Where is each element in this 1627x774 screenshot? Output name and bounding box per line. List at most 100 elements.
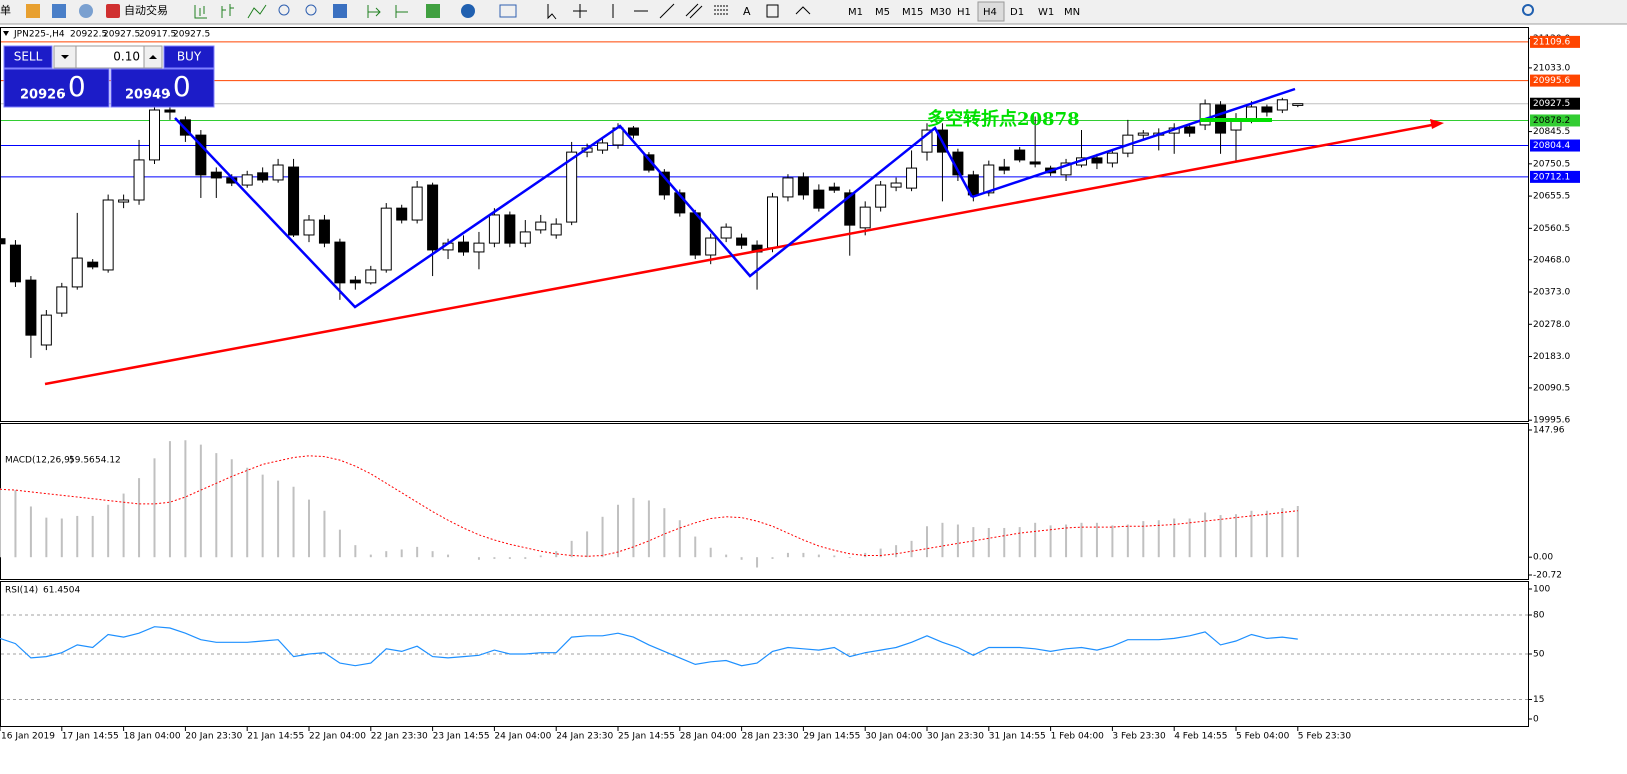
timeframe-button[interactable]: H1: [957, 7, 971, 18]
candle-body: [71, 257, 83, 288]
zoom-out[interactable]: [305, 4, 317, 16]
candle-body: [1091, 157, 1103, 164]
icon[interactable]: [367, 5, 381, 18]
x-tick-label: 25 Jan 14:55: [618, 732, 675, 742]
x-tick-label: 18 Jan 04:00: [124, 732, 181, 742]
macd-signal-value: 54.12: [95, 456, 121, 466]
icon[interactable]: [26, 4, 40, 18]
ask-fraction[interactable]: .0: [164, 70, 191, 103]
bid-price[interactable]: 20926: [20, 88, 65, 103]
icon[interactable]: [426, 4, 440, 18]
candle-body: [844, 192, 856, 226]
ask-box[interactable]: [110, 68, 215, 108]
candle-body: [566, 151, 578, 223]
icon[interactable]: [461, 4, 475, 18]
ask-price[interactable]: 20949: [125, 88, 170, 103]
candle-body: [1014, 149, 1026, 161]
current-price-label-bg: [1530, 97, 1580, 110]
symbol-title: JPN225-,H4: [13, 30, 65, 40]
main-panel: [0, 27, 1529, 422]
x-tick-label: 16 Jan 2019: [1, 732, 55, 742]
x-tick-label: 31 Jan 14:55: [989, 732, 1046, 742]
icon[interactable]: [333, 4, 347, 18]
candle-body: [288, 166, 300, 236]
auto-trade-button[interactable]: 自动交易: [124, 3, 168, 17]
icon[interactable]: [194, 5, 207, 19]
y-tick-label: 20750.5: [1533, 159, 1570, 169]
trend-line[interactable]: [44, 123, 1433, 386]
timeframe-button[interactable]: H4: [983, 7, 997, 18]
zoom-in[interactable]: [278, 4, 290, 16]
chart-header: JPN225-,H4 20922.5 20927.5 20917.5 20927…: [3, 30, 210, 596]
candle-body: [427, 184, 439, 251]
y-tick-label: 15: [1533, 695, 1544, 705]
price-level-label: 20712.1: [1533, 172, 1570, 182]
y-tick-label: -20.72: [1533, 571, 1562, 581]
rsi-chart: 100 80 50 15 0: [0, 585, 1550, 725]
candle-body: [782, 177, 794, 198]
trend-line[interactable]: [971, 87, 1296, 199]
candle-body: [87, 261, 99, 268]
timeframe-button[interactable]: M15: [902, 7, 923, 18]
candle-body: [967, 174, 979, 196]
candle-body: [1245, 106, 1257, 121]
x-tick-label: 28 Jan 04:00: [680, 732, 737, 742]
drawings: 多空转折点20878: [44, 87, 1444, 386]
price-level-label: 20995.6: [1533, 76, 1570, 86]
ohlc-open: 20922.5: [70, 30, 107, 40]
current-price-label: 20927.5: [1533, 99, 1570, 109]
price-level-label-bg: [1530, 170, 1580, 183]
sell-button[interactable]: [3, 45, 53, 69]
timeframe-button[interactable]: M30: [930, 7, 951, 18]
timeframe-button[interactable]: M1: [848, 7, 863, 18]
candle-body: [1276, 99, 1288, 111]
timeframe-button[interactable]: MN: [1064, 7, 1080, 18]
bid-fraction[interactable]: .0: [59, 70, 86, 103]
icon[interactable]: [52, 4, 66, 18]
y-tick-label: 100: [1533, 585, 1550, 595]
label-tool[interactable]: [766, 4, 779, 18]
candle-body: [488, 214, 500, 244]
channel-tool[interactable]: [685, 3, 703, 19]
bid-box[interactable]: [3, 68, 110, 108]
icon[interactable]: [79, 4, 93, 18]
icon[interactable]: [395, 5, 408, 18]
trendline-tool[interactable]: [659, 3, 675, 19]
fibo-tool[interactable]: [714, 5, 728, 15]
candle-body: [118, 199, 130, 203]
cursor-tool[interactable]: [547, 4, 557, 20]
candle-body: [550, 223, 562, 236]
trend-arrow: [1430, 119, 1444, 129]
search[interactable]: [1522, 4, 1534, 16]
timeframe-button[interactable]: W1: [1038, 7, 1054, 18]
sell-label[interactable]: SELL: [14, 50, 43, 64]
timeframe-button[interactable]: D1: [1010, 7, 1024, 18]
buy-label[interactable]: BUY: [177, 50, 202, 64]
timeframe-button[interactable]: M5: [875, 7, 890, 18]
icon[interactable]: [221, 4, 234, 18]
lots-value[interactable]: 0.10: [113, 50, 140, 64]
x-tick-label: 1 Feb 04:00: [1051, 732, 1105, 742]
text-tool[interactable]: A: [743, 5, 751, 18]
rsi-title: RSI(14): [5, 586, 38, 596]
candle-body: [689, 212, 701, 256]
menu-item[interactable]: 单: [0, 4, 11, 17]
crosshair-tool[interactable]: [573, 4, 587, 18]
y-tick-label: 20373.0: [1533, 288, 1570, 298]
icon[interactable]: [499, 4, 517, 18]
header-icon: [3, 31, 9, 36]
candle-body: [859, 206, 871, 229]
x-tick-label: 4 Feb 14:55: [1174, 732, 1227, 742]
zigzag-line[interactable]: [174, 117, 974, 309]
buy-button[interactable]: [163, 45, 215, 69]
candle-body: [210, 171, 222, 179]
up-arrow: [149, 55, 157, 59]
rsi-value: 61.4504: [43, 586, 80, 596]
icon[interactable]: [247, 4, 267, 19]
arrow-tool[interactable]: [795, 6, 811, 15]
candle-body: [736, 237, 748, 246]
auto-trade-icon[interactable]: [106, 4, 120, 18]
candle-body: [767, 196, 778, 249]
